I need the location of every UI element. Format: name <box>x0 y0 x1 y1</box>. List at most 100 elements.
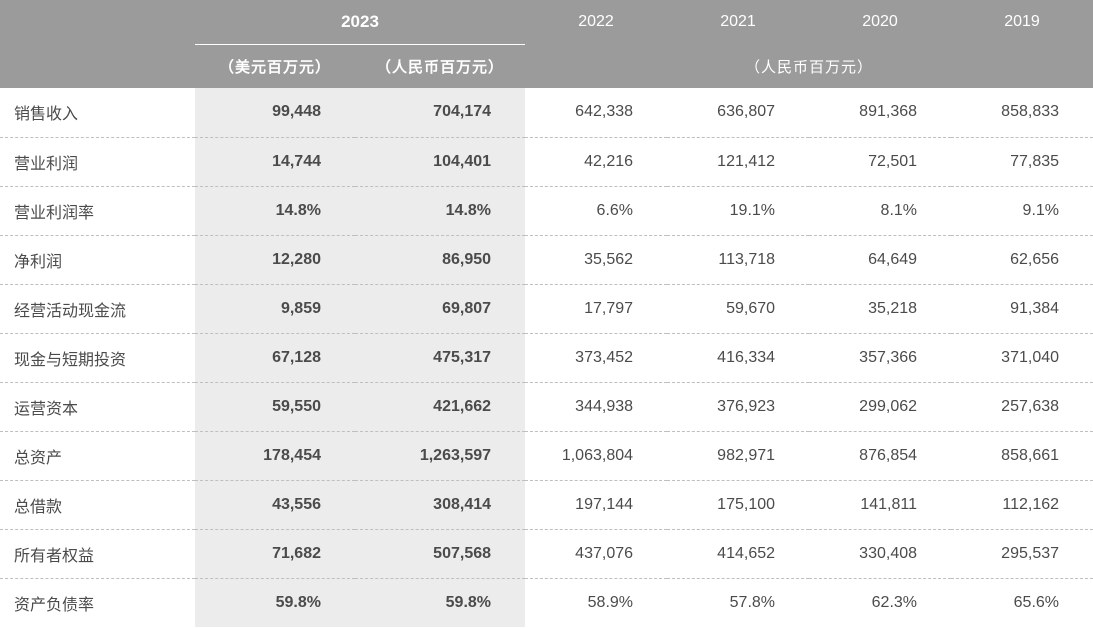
cell-2022: 6.6% <box>525 186 667 235</box>
header-blank <box>0 0 195 44</box>
header-blank <box>0 44 195 88</box>
row-label: 销售收入 <box>0 88 195 137</box>
cell-2021: 982,971 <box>667 431 809 480</box>
cell-2019: 371,040 <box>951 333 1093 382</box>
cell-2021: 121,412 <box>667 137 809 186</box>
header-year-2021: 2021 <box>667 0 809 44</box>
cell-2021: 636,807 <box>667 88 809 137</box>
row-label: 营业利润 <box>0 137 195 186</box>
cell-usd: 178,454 <box>195 431 355 480</box>
cell-2020: 357,366 <box>809 333 951 382</box>
table-row: 现金与短期投资67,128475,317373,452416,334357,36… <box>0 333 1093 382</box>
table-row: 资产负债率59.8%59.8%58.9%57.8%62.3%65.6% <box>0 578 1093 627</box>
cell-2022: 1,063,804 <box>525 431 667 480</box>
table-row: 营业利润率14.8%14.8%6.6%19.1%8.1%9.1% <box>0 186 1093 235</box>
cell-2019: 858,661 <box>951 431 1093 480</box>
row-label: 运营资本 <box>0 382 195 431</box>
cell-2019: 77,835 <box>951 137 1093 186</box>
cell-2021: 416,334 <box>667 333 809 382</box>
cell-rmb23: 1,263,597 <box>355 431 525 480</box>
cell-2020: 8.1% <box>809 186 951 235</box>
cell-usd: 9,859 <box>195 284 355 333</box>
cell-2022: 17,797 <box>525 284 667 333</box>
cell-2022: 35,562 <box>525 235 667 284</box>
header-unit-rmb-past: （人民币百万元） <box>525 44 1093 88</box>
cell-2020: 62.3% <box>809 578 951 627</box>
cell-2020: 330,408 <box>809 529 951 578</box>
cell-2019: 257,638 <box>951 382 1093 431</box>
cell-2022: 344,938 <box>525 382 667 431</box>
cell-2021: 59,670 <box>667 284 809 333</box>
cell-2020: 35,218 <box>809 284 951 333</box>
cell-2020: 141,811 <box>809 480 951 529</box>
cell-2019: 65.6% <box>951 578 1093 627</box>
header-year-2023: 2023 <box>195 0 525 44</box>
cell-rmb23: 69,807 <box>355 284 525 333</box>
cell-2020: 876,854 <box>809 431 951 480</box>
cell-rmb23: 704,174 <box>355 88 525 137</box>
row-label: 资产负债率 <box>0 578 195 627</box>
row-label: 营业利润率 <box>0 186 195 235</box>
header-row-years: 2023 2022 2021 2020 2019 <box>0 0 1093 44</box>
cell-2019: 9.1% <box>951 186 1093 235</box>
header-row-units: （美元百万元） （人民币百万元） （人民币百万元） <box>0 44 1093 88</box>
header-year-2020: 2020 <box>809 0 951 44</box>
header-year-2022: 2022 <box>525 0 667 44</box>
cell-usd: 43,556 <box>195 480 355 529</box>
cell-2019: 858,833 <box>951 88 1093 137</box>
cell-rmb23: 104,401 <box>355 137 525 186</box>
table-row: 总借款43,556308,414197,144175,100141,811112… <box>0 480 1093 529</box>
cell-2020: 891,368 <box>809 88 951 137</box>
cell-2019: 295,537 <box>951 529 1093 578</box>
cell-2021: 57.8% <box>667 578 809 627</box>
cell-usd: 59.8% <box>195 578 355 627</box>
cell-usd: 67,128 <box>195 333 355 382</box>
row-label: 所有者权益 <box>0 529 195 578</box>
cell-2021: 19.1% <box>667 186 809 235</box>
row-label: 现金与短期投资 <box>0 333 195 382</box>
row-label: 总资产 <box>0 431 195 480</box>
cell-rmb23: 59.8% <box>355 578 525 627</box>
header-year-2019: 2019 <box>951 0 1093 44</box>
cell-2021: 414,652 <box>667 529 809 578</box>
cell-2020: 72,501 <box>809 137 951 186</box>
table-row: 销售收入99,448704,174642,338636,807891,36885… <box>0 88 1093 137</box>
table-row: 营业利润14,744104,40142,216121,41272,50177,8… <box>0 137 1093 186</box>
table-row: 总资产178,4541,263,5971,063,804982,971876,8… <box>0 431 1093 480</box>
cell-rmb23: 475,317 <box>355 333 525 382</box>
table-row: 运营资本59,550421,662344,938376,923299,06225… <box>0 382 1093 431</box>
cell-2022: 197,144 <box>525 480 667 529</box>
row-label: 净利润 <box>0 235 195 284</box>
row-label: 经营活动现金流 <box>0 284 195 333</box>
header-unit-rmb23: （人民币百万元） <box>355 44 525 88</box>
cell-2021: 175,100 <box>667 480 809 529</box>
cell-rmb23: 507,568 <box>355 529 525 578</box>
cell-2021: 376,923 <box>667 382 809 431</box>
cell-2019: 112,162 <box>951 480 1093 529</box>
cell-usd: 99,448 <box>195 88 355 137</box>
row-label: 总借款 <box>0 480 195 529</box>
cell-2021: 113,718 <box>667 235 809 284</box>
table-row: 经营活动现金流9,85969,80717,79759,67035,21891,3… <box>0 284 1093 333</box>
cell-usd: 59,550 <box>195 382 355 431</box>
cell-2022: 437,076 <box>525 529 667 578</box>
table-row: 净利润12,28086,95035,562113,71864,64962,656 <box>0 235 1093 284</box>
cell-2019: 62,656 <box>951 235 1093 284</box>
cell-rmb23: 14.8% <box>355 186 525 235</box>
cell-2019: 91,384 <box>951 284 1093 333</box>
table-body: 销售收入99,448704,174642,338636,807891,36885… <box>0 88 1093 627</box>
table-row: 所有者权益71,682507,568437,076414,652330,4082… <box>0 529 1093 578</box>
cell-usd: 14.8% <box>195 186 355 235</box>
cell-usd: 14,744 <box>195 137 355 186</box>
cell-2022: 58.9% <box>525 578 667 627</box>
header-unit-usd: （美元百万元） <box>195 44 355 88</box>
cell-2022: 373,452 <box>525 333 667 382</box>
cell-2020: 299,062 <box>809 382 951 431</box>
cell-rmb23: 308,414 <box>355 480 525 529</box>
cell-rmb23: 86,950 <box>355 235 525 284</box>
cell-rmb23: 421,662 <box>355 382 525 431</box>
cell-usd: 12,280 <box>195 235 355 284</box>
cell-usd: 71,682 <box>195 529 355 578</box>
cell-2020: 64,649 <box>809 235 951 284</box>
cell-2022: 42,216 <box>525 137 667 186</box>
